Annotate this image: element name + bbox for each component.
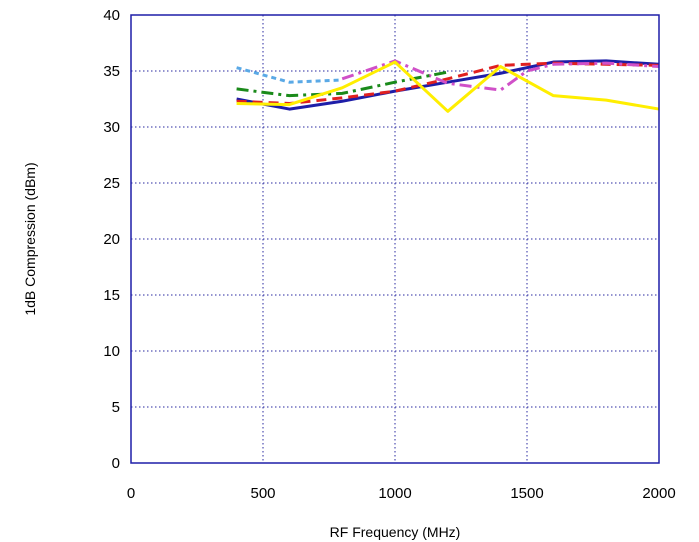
x-tick-label: 0 <box>127 485 135 502</box>
series-line-1 <box>236 59 660 111</box>
series-line-5 <box>236 70 449 98</box>
y-tick-label: 30 <box>103 119 120 136</box>
series-line-6 <box>236 60 660 113</box>
series-line-4 <box>341 59 660 92</box>
x-tick-label: 1500 <box>510 485 543 502</box>
y-tick-label: 10 <box>103 343 120 360</box>
tick-labels: 0 500 1000 1500 2000 0 5 10 15 20 25 30 35 40 <box>103 7 675 502</box>
x-tick-label: 500 <box>250 485 275 502</box>
y-axis-title: 1dB Compression (dBm) <box>22 162 38 315</box>
x-axis-title: RF Frequency (MHz) <box>330 524 461 540</box>
x-tick-label: 1000 <box>378 485 411 502</box>
y-tick-label: 20 <box>103 231 120 248</box>
grid <box>131 15 659 463</box>
series-layer <box>236 59 660 113</box>
y-tick-label: 25 <box>103 175 120 192</box>
y-tick-label: 40 <box>103 7 120 24</box>
y-tick-label: 15 <box>103 287 120 304</box>
plot-area-border <box>130 14 660 464</box>
x-tick-label: 2000 <box>642 485 675 502</box>
y-tick-label: 0 <box>112 455 120 472</box>
series-line-3 <box>236 66 343 84</box>
y-tick-label: 5 <box>112 399 120 416</box>
y-tick-label: 35 <box>103 63 120 80</box>
